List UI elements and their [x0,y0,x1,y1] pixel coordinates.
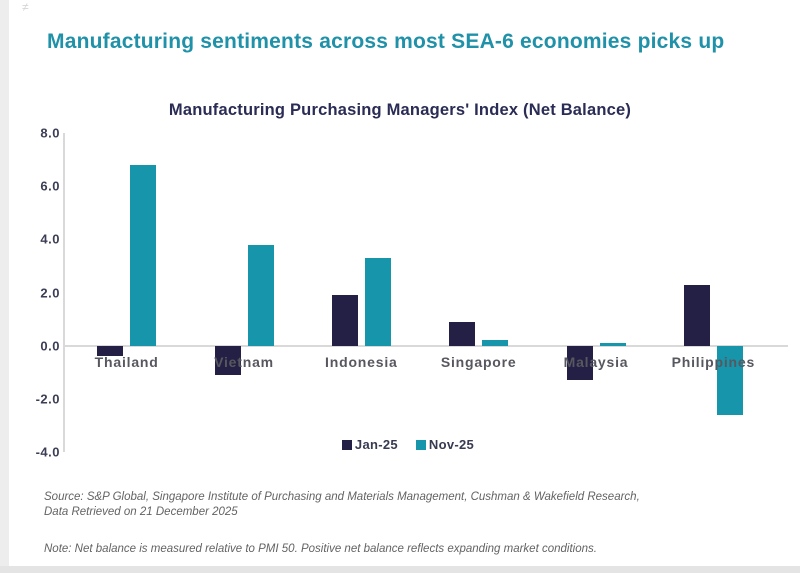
y-tick-label: -4.0 [35,444,60,460]
legend-swatch-icon [341,439,352,450]
category-label-indonesia: Indonesia [325,353,398,370]
bar-philippines-nov-25 [716,345,743,415]
y-tick-label: 2.0 [40,285,60,300]
source-text-line1: Source: S&P Global, Singapore Institute … [44,491,640,503]
plot-area: Thailand Vietnam Indonesia Singapore Malaysi… [63,133,788,452]
legend-label: Jan-25 [354,437,398,452]
legend-entry-nov-25: Nov-25 [415,437,475,452]
page-title: Manufacturing sentiments across most SEA… [47,30,725,53]
bar-indonesia-nov-25 [364,257,391,346]
chart-title: Manufacturing Purchasing Managers' Index… [168,101,632,119]
bar-vietnam-jan-25 [214,345,241,375]
source-text-line2: Data Retrieved on 21 December 2025 [44,506,238,518]
bar-thailand-jan-25 [97,345,124,357]
bar-malaysia-nov-25 [599,343,626,346]
category-label-malaysia: Malaysia [563,353,629,370]
page-bottom-edge [0,566,800,573]
category-label-thailand: Thailand [94,353,159,370]
y-tick-label: 6.0 [40,178,60,194]
legend-entry-jan-25: Jan-25 [341,437,398,452]
category-label-vietnam: Vietnam [214,353,274,370]
category-label-singapore: Singapore [440,353,517,370]
bar-philippines-jan-25 [683,284,710,346]
bar-thailand-nov-25 [130,164,157,346]
y-axis-line [63,133,65,452]
legend-swatch-icon [415,439,426,450]
bar-malaysia-jan-25 [566,345,593,381]
corner-mark: ≠ [22,0,29,14]
zero-baseline [63,344,788,347]
y-tick-label: 8.0 [40,125,60,141]
y-axis-labels: 8.0 6.0 4.0 2.0 0.0 -2.0 -4.0 [20,126,60,460]
bar-singapore-nov-25 [482,340,509,346]
y-tick-label: 0.0 [40,338,60,354]
bar-singapore-jan-25 [449,321,476,346]
footer: Source: S&P Global, Singapore Institute … [44,490,774,557]
bars-layer: Thailand Vietnam Indonesia Singapore Malaysi… [68,133,772,452]
bar-indonesia-jan-25 [331,295,358,346]
page-left-edge [0,0,9,573]
note-text: Note: Net balance is measured relative t… [44,543,597,555]
chart-legend: Jan-25 Nov-25 [0,437,800,452]
category-label-philippines: Philippines [671,353,756,370]
y-tick-label: 4.0 [40,231,60,247]
y-tick-label: -2.0 [35,391,60,407]
legend-label: Nov-25 [428,437,475,452]
bar-vietnam-nov-25 [247,244,274,346]
